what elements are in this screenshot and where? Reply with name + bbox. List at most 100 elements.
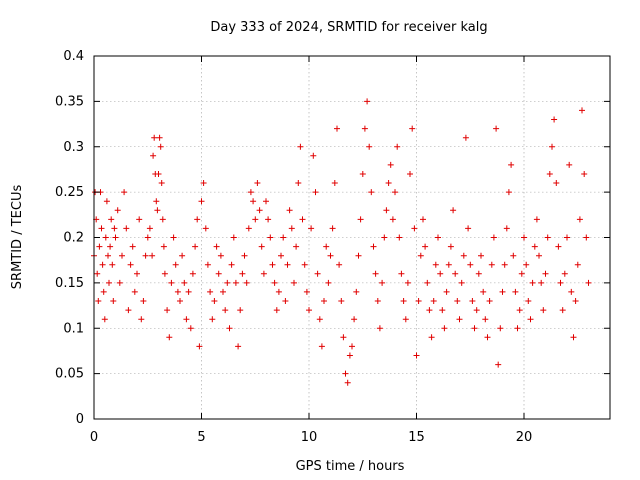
data-point xyxy=(484,334,491,341)
data-point xyxy=(154,207,161,214)
data-point xyxy=(108,216,115,223)
data-point xyxy=(336,261,343,268)
data-point xyxy=(400,298,407,304)
data-point xyxy=(140,298,147,304)
data-point xyxy=(559,307,566,314)
data-point xyxy=(557,279,564,286)
data-point xyxy=(409,125,416,132)
y-axis-title: SRMTID / TECUs xyxy=(10,185,25,290)
data-point xyxy=(357,216,364,223)
data-point xyxy=(166,334,173,341)
data-point xyxy=(471,325,478,332)
data-point xyxy=(237,307,244,314)
data-point xyxy=(398,270,405,277)
data-point xyxy=(426,307,433,314)
data-point xyxy=(490,234,497,241)
data-point xyxy=(252,216,259,223)
data-point xyxy=(99,261,106,268)
data-point xyxy=(198,198,205,205)
data-point xyxy=(529,279,536,286)
data-point xyxy=(514,325,521,332)
data-point xyxy=(404,279,411,286)
data-point xyxy=(260,270,267,277)
y-tick-label: 0.2 xyxy=(63,231,84,246)
data-point xyxy=(564,234,570,241)
data-point xyxy=(263,198,269,205)
y-tick-label: 0.15 xyxy=(55,276,84,291)
data-point xyxy=(488,261,495,268)
x-tick-label: 0 xyxy=(90,430,98,445)
data-point xyxy=(100,288,107,295)
x-tick-label: 10 xyxy=(301,430,318,445)
data-point xyxy=(318,343,325,350)
data-point xyxy=(153,198,160,205)
data-point xyxy=(379,279,386,286)
data-point xyxy=(465,225,472,232)
data-point xyxy=(353,288,360,295)
data-point xyxy=(149,252,156,259)
data-point xyxy=(125,307,132,314)
data-point xyxy=(95,298,102,304)
data-point xyxy=(549,143,555,150)
data-point xyxy=(570,334,577,341)
x-tick-label: 5 xyxy=(197,430,205,445)
data-point xyxy=(275,288,282,295)
data-point xyxy=(136,216,143,223)
data-point xyxy=(327,252,334,259)
data-point xyxy=(121,189,128,196)
data-point xyxy=(364,98,371,105)
data-point xyxy=(295,180,302,186)
data-point xyxy=(161,270,168,277)
data-point xyxy=(344,379,351,386)
data-point xyxy=(374,298,381,304)
data-point xyxy=(209,316,216,323)
data-point xyxy=(297,143,304,150)
data-point xyxy=(505,189,512,196)
data-point xyxy=(533,216,540,223)
data-point xyxy=(194,216,201,223)
data-point xyxy=(445,261,452,268)
data-point xyxy=(196,343,203,350)
data-point xyxy=(114,207,121,214)
data-point xyxy=(288,225,295,232)
data-point xyxy=(437,270,444,277)
data-point xyxy=(503,225,510,232)
x-tick-label: 20 xyxy=(516,430,533,445)
data-point xyxy=(106,279,112,286)
data-point xyxy=(308,225,315,232)
data-point xyxy=(213,243,220,250)
data-point xyxy=(351,316,358,323)
data-point xyxy=(538,279,545,286)
x-tick-label: 15 xyxy=(408,430,425,445)
data-point xyxy=(168,279,175,286)
data-point xyxy=(144,234,151,241)
data-point xyxy=(174,288,181,295)
data-point xyxy=(349,343,355,350)
data-point xyxy=(310,152,317,159)
data-point xyxy=(164,307,171,314)
data-point xyxy=(501,261,508,268)
data-point xyxy=(181,279,188,286)
data-point xyxy=(417,252,424,259)
data-point xyxy=(435,234,441,241)
data-point xyxy=(478,252,484,259)
data-point xyxy=(346,352,353,359)
data-point xyxy=(523,261,530,268)
data-point xyxy=(536,252,542,259)
data-point xyxy=(366,143,373,150)
data-point xyxy=(220,288,226,295)
data-point xyxy=(574,261,581,268)
data-point xyxy=(411,225,418,232)
data-point xyxy=(376,325,383,332)
data-point xyxy=(243,279,250,286)
data-point xyxy=(192,243,199,250)
data-point xyxy=(480,288,487,295)
data-point xyxy=(170,234,177,241)
data-point xyxy=(576,216,583,223)
data-point xyxy=(146,225,153,232)
data-point xyxy=(119,252,125,259)
data-point xyxy=(256,207,263,214)
y-tick-label: 0.4 xyxy=(63,49,84,64)
data-point xyxy=(224,279,231,286)
